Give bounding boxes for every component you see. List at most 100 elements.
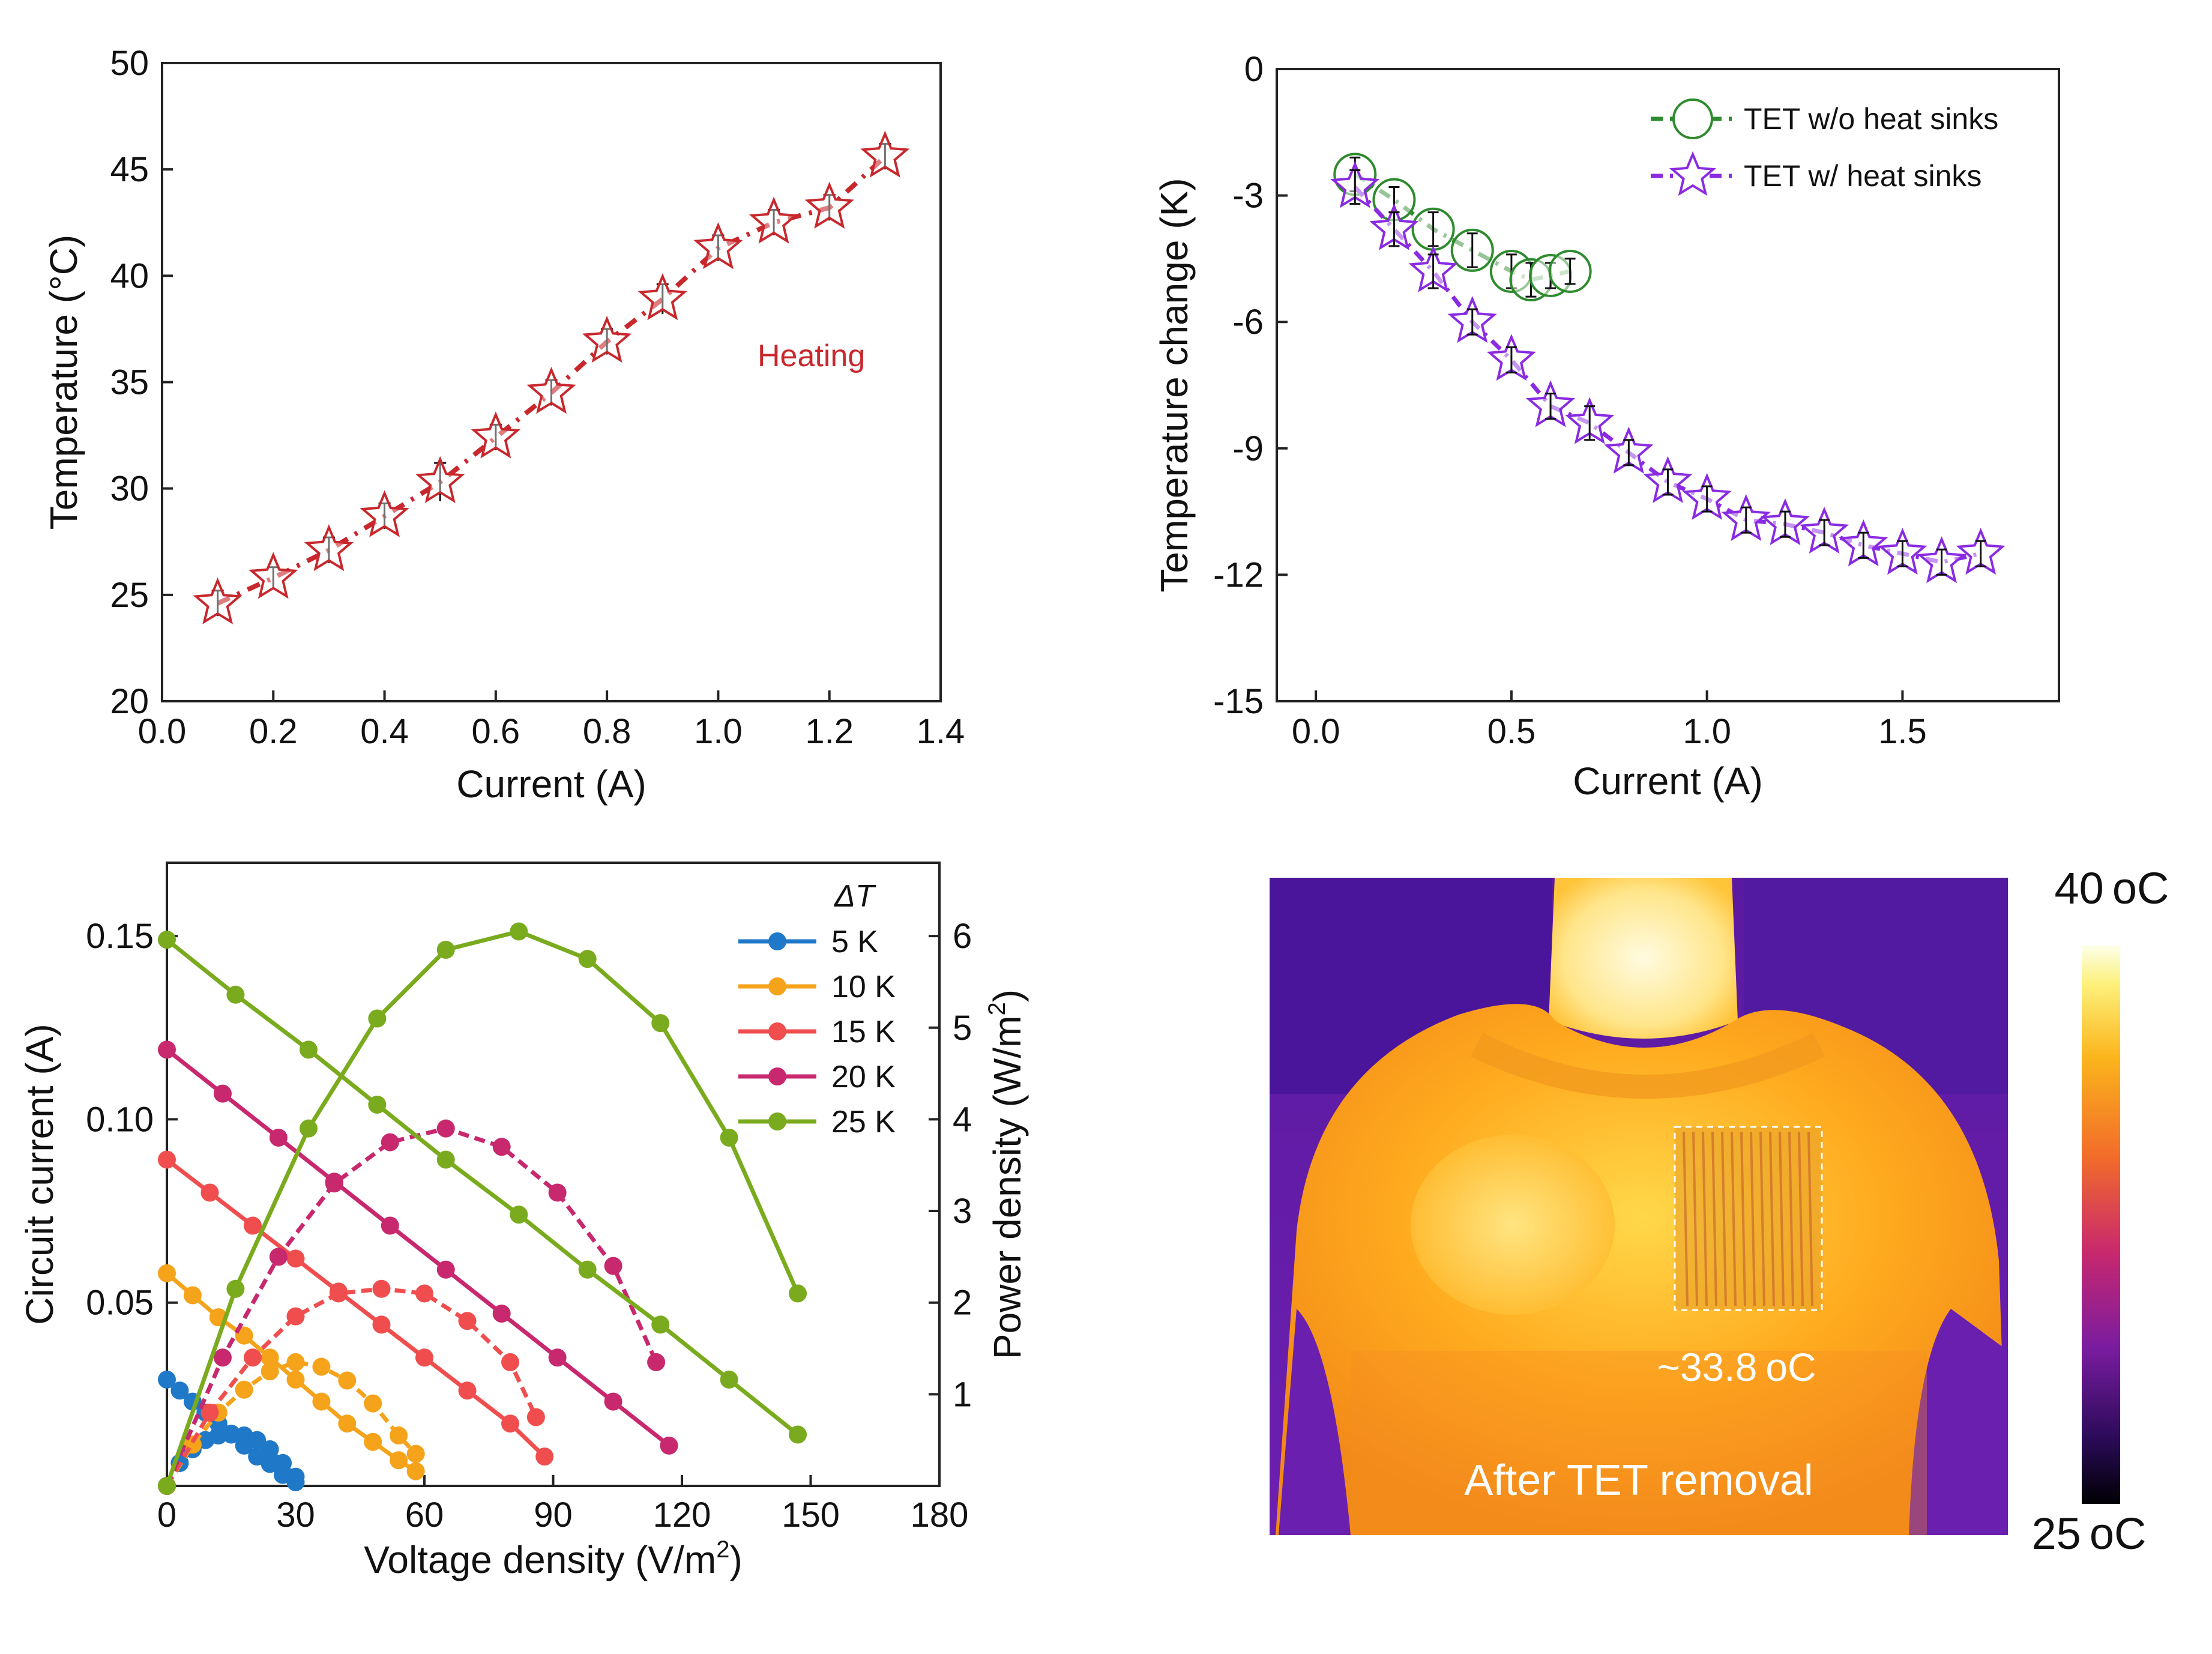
tet-stripe <box>1692 1131 1698 1306</box>
colorbar-min-value: 25 <box>2032 1509 2081 1559</box>
current-point <box>244 1216 262 1235</box>
tet-stripe <box>1731 1131 1737 1306</box>
panel-c-plot-frame <box>166 862 941 1487</box>
power-line <box>164 929 800 1487</box>
heating-point <box>860 130 910 178</box>
heating-annotation: Heating <box>758 339 865 373</box>
power-point <box>286 1307 305 1326</box>
current-point <box>158 931 176 949</box>
legend-no-sinks-label: TET w/o heat sinks <box>1744 102 1998 136</box>
power-point <box>415 1284 433 1303</box>
panel-c-y2-axis-label: Power density (W/m2) <box>984 989 1029 1359</box>
heating-point <box>526 367 576 414</box>
panel-c-series <box>158 922 807 1495</box>
current-point <box>604 1392 622 1411</box>
thermal-neck <box>1549 878 1738 1039</box>
tet-stripe <box>1788 1131 1794 1306</box>
colorbar-gradient <box>2082 946 2120 1504</box>
x-tick-label: 180 <box>911 1496 969 1535</box>
current-point <box>226 985 245 1004</box>
y2-tick-label: 2 <box>953 1284 972 1323</box>
legend-label: 25 K <box>831 1105 896 1139</box>
current-point <box>548 1348 567 1367</box>
panel-c-y-axis-label: Circuit current (A) <box>18 1024 61 1324</box>
y-tick-label: -3 <box>1232 177 1264 216</box>
current-point <box>436 1260 455 1279</box>
current-point <box>501 1414 519 1433</box>
current-line <box>165 1157 546 1458</box>
panel-b-plot-frame <box>1276 68 2060 702</box>
legend-label: 15 K <box>831 1015 896 1049</box>
legend-marker <box>768 1067 786 1085</box>
panel-b: 0.0 0.5 1.0 1.5 -15 -12 -9 -6 -3 0 TET w/o heat s… <box>1153 50 2060 803</box>
power-point <box>548 1183 567 1202</box>
power-line <box>165 1360 418 1487</box>
panel-d-thermal-image: ~33.8 oC After TET removal <box>1270 878 2008 1535</box>
power-point <box>604 1257 622 1275</box>
thermal-colorbar: 40 oC 25 oC <box>2032 863 2169 1559</box>
current-point <box>261 1455 279 1473</box>
current-point <box>158 1264 176 1282</box>
x-tick-label: 0 <box>157 1496 176 1535</box>
x-tick-label: 1.0 <box>694 712 743 751</box>
current-point <box>183 1286 202 1305</box>
legend-label: 5 K <box>831 925 878 959</box>
power-point <box>338 1371 357 1390</box>
x-tick-label: 60 <box>405 1496 444 1535</box>
y-tick-label: 0 <box>1244 50 1264 89</box>
power-point <box>381 1133 399 1151</box>
y2-tick-label: 5 <box>953 1009 972 1048</box>
tet-removal-region <box>1675 1127 1822 1310</box>
y-tick-label: 30 <box>110 469 149 509</box>
panel-c-x-axis-label: Voltage density (V/m2) <box>364 1536 743 1581</box>
current-point <box>372 1315 391 1334</box>
with-sinks-line <box>1353 186 1981 564</box>
tet-stripe <box>1683 1131 1689 1306</box>
x-tick-label: 90 <box>534 1496 573 1535</box>
colorbar-max-unit: oC <box>2112 863 2169 913</box>
legend-label: 10 K <box>831 970 896 1004</box>
x-tick-label: 1.2 <box>805 712 854 751</box>
power-point <box>364 1394 382 1413</box>
x-tick-label: 1.5 <box>1878 712 1927 751</box>
y-tick-label: -12 <box>1213 555 1264 594</box>
panel-a: 0.0 0.2 0.4 0.6 0.8 1.0 1.2 1.4 20 25 30 35 40 45 50 H… <box>42 44 965 806</box>
power-point <box>261 1440 279 1458</box>
tet-stripe <box>1759 1131 1765 1306</box>
legend-marker <box>768 977 786 995</box>
current-point <box>312 1392 331 1411</box>
tet-stripe <box>1702 1131 1708 1306</box>
x-tick-label: 1.0 <box>1683 712 1731 751</box>
power-line <box>164 1287 538 1487</box>
x-label-sup: 2 <box>716 1536 729 1563</box>
x-label-main: Voltage density (V/m <box>364 1538 716 1581</box>
x-tick-label: 0.8 <box>583 712 631 751</box>
panel-a-y-axis-label: Temperature (°C) <box>42 235 85 530</box>
y-tick-label: 40 <box>110 256 149 295</box>
current-point <box>406 1462 425 1480</box>
colorbar-max-label: 40 oC <box>2055 863 2169 913</box>
current-point <box>158 1150 176 1169</box>
spot-temp-unit: oC <box>1765 1345 1816 1389</box>
power-point <box>158 1477 176 1495</box>
power-point <box>274 1453 292 1472</box>
panel-a-ticks: 0.0 0.2 0.4 0.6 0.8 1.0 1.2 1.4 20 25 30 35 40 45 50 <box>110 44 965 751</box>
current-point <box>158 1370 176 1389</box>
heating-point <box>637 273 687 321</box>
y2-label-main: Power density (W/m <box>986 1016 1029 1360</box>
y-tick-label: 0.15 <box>86 917 154 956</box>
power-point <box>406 1444 425 1463</box>
current-line <box>165 938 800 1437</box>
thermal-shirt <box>1276 1004 2008 1535</box>
power-point <box>368 1009 387 1028</box>
power-point <box>325 1174 343 1193</box>
power-point <box>436 1119 455 1138</box>
y-tick-label: 0.10 <box>86 1100 154 1139</box>
power-point <box>312 1357 331 1376</box>
power-point <box>789 1284 807 1303</box>
colorbar-min-label: 25 oC <box>2032 1509 2147 1559</box>
x-tick-label: 0.0 <box>1292 712 1340 751</box>
thermal-left-arm-gap <box>1279 1309 1351 1535</box>
colorbar-min-unit: oC <box>2090 1509 2147 1559</box>
